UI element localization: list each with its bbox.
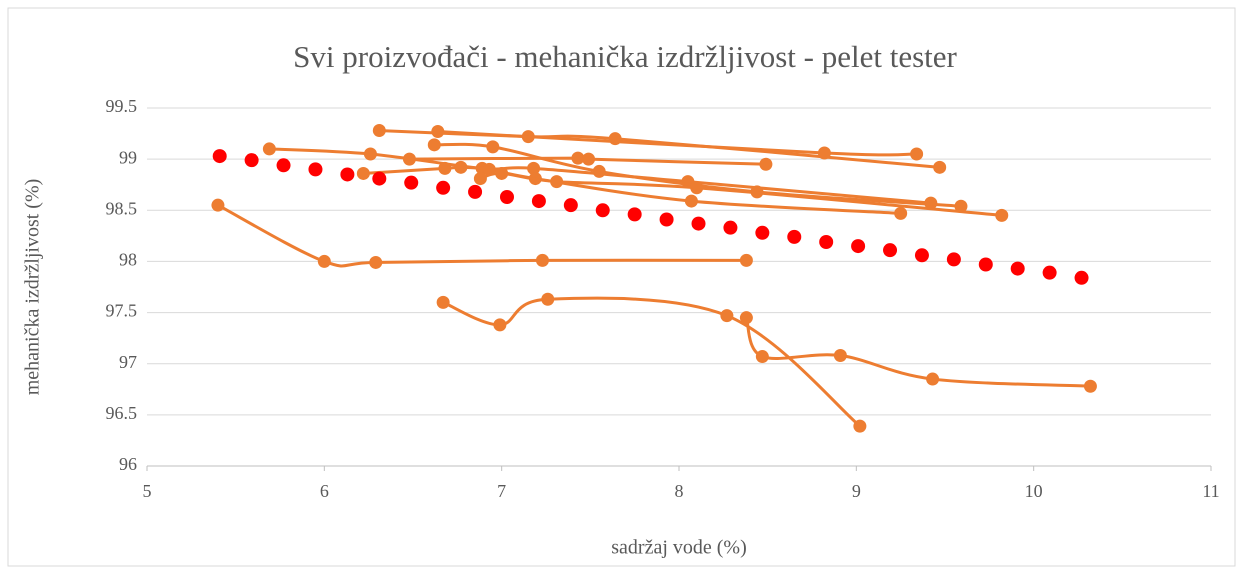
trend-dot [308,162,323,177]
point [690,181,704,195]
point [592,164,606,178]
chart-frame [7,7,1236,567]
point [684,194,698,208]
chart-title: Svi proizvođači - mehanička izdržljivost… [293,39,957,74]
trend-dot [851,239,866,254]
point [933,160,947,174]
trend-dot [436,180,451,195]
x-tick-label: 10 [1025,481,1043,501]
point [495,166,509,180]
point [541,292,555,306]
x-tick-label: 5 [143,481,152,501]
point [493,318,507,332]
point [894,206,908,220]
point [482,162,496,176]
point [262,142,276,156]
trend-dot [723,220,738,235]
trend-dot [1074,270,1089,285]
point [369,255,383,269]
point [926,372,940,386]
point [910,147,924,161]
trend-dot [340,167,355,182]
trend-dot [595,203,610,218]
x-tick-label: 9 [852,481,861,501]
point [438,161,452,175]
point [755,350,769,364]
y-tick-label: 98.5 [106,198,138,218]
point [954,199,968,213]
point [582,152,596,166]
point [356,166,370,180]
trend-dot [531,194,546,209]
y-tick-label: 97.5 [106,301,138,321]
y-axis-label: mehanička izdržljivost (%) [22,179,44,396]
y-tick-label: 96.5 [106,403,138,423]
trend-dot [883,243,898,258]
point [739,311,753,325]
x-axis-label: sadržaj vode (%) [611,537,747,559]
point [372,124,386,138]
y-tick-label: 99.5 [106,96,138,116]
point [833,349,847,363]
point [427,138,441,152]
point [535,253,549,267]
trend-dot [244,153,259,168]
point [550,175,564,189]
point [759,157,773,171]
y-tick-label: 97 [119,352,137,372]
trend-dot [276,158,291,173]
point [720,309,734,323]
point [486,140,500,154]
x-tick-label: 7 [497,481,506,501]
point [995,208,1009,222]
trend-dot [563,198,578,213]
trend-dot [499,189,514,204]
trend-dot [627,207,642,222]
point [1083,379,1097,393]
x-tick-label: 11 [1202,481,1219,501]
trend-dot [212,149,227,164]
y-tick-label: 96 [119,454,137,474]
series-line [437,130,917,157]
point [571,151,585,165]
point [436,295,450,309]
y-tick-label: 99 [119,147,137,167]
point [817,146,831,160]
trend-dot [1042,265,1057,280]
trend-dot [659,212,674,227]
point [853,419,867,433]
x-tick-label: 6 [320,481,329,501]
trend-dot [1010,261,1025,276]
point [363,147,377,161]
trend-dot [978,257,993,272]
point [454,160,468,174]
point [317,254,331,268]
point [402,152,416,166]
trend-dot [468,184,483,199]
series-line [217,203,747,268]
trend-dot [691,216,706,231]
point [473,172,487,186]
x-tick-label: 8 [675,481,684,501]
y-tick-label: 98 [119,250,137,270]
point [431,125,445,139]
point [739,253,753,267]
trend-dot [755,225,770,240]
trend-dot [819,234,834,249]
trend-dot [946,252,961,267]
trend-dot [372,171,387,186]
point [527,161,541,175]
trend-dot [787,229,802,244]
point [211,198,225,212]
trend-dot [404,175,419,190]
trend-dot [914,248,929,263]
